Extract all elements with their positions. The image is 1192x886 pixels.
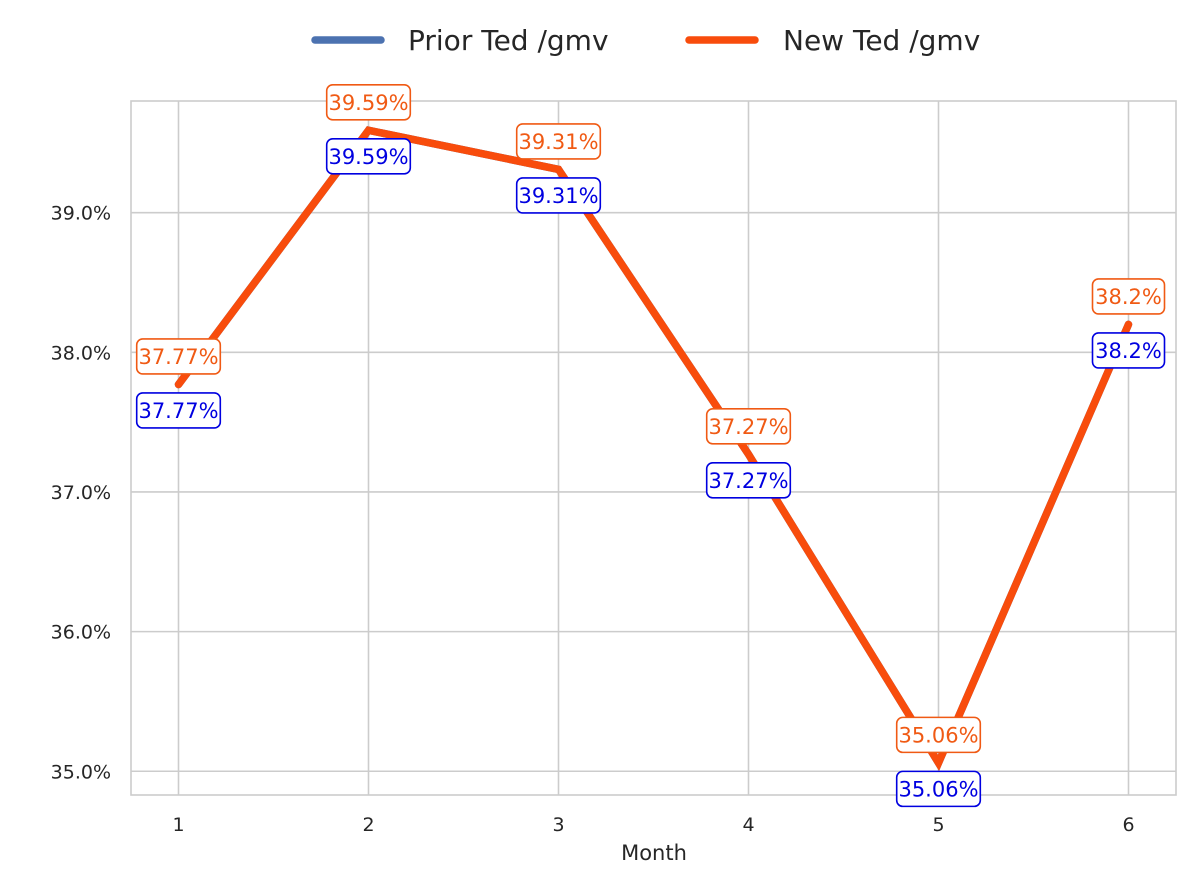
data-label-text: 37.77% <box>138 345 218 369</box>
data-label-box <box>515 177 602 214</box>
data-label-prior: 39.59% <box>325 138 412 175</box>
data-label-text: 39.31% <box>518 184 598 208</box>
data-label-text: 38.2% <box>1095 339 1162 363</box>
series-line-prior <box>174 126 1133 771</box>
y-tick-label: 38.0% <box>51 342 111 364</box>
data-label-box <box>895 770 982 808</box>
data-label-box <box>1091 278 1166 315</box>
data-label-box <box>325 84 412 121</box>
x-tick-label: 3 <box>552 814 564 836</box>
legend: Prior Ted /gmv New Ted /gmv <box>311 24 980 57</box>
data-label-box <box>1091 332 1166 369</box>
data-label-box <box>325 138 412 175</box>
data-label-box <box>515 123 602 160</box>
y-tick-label: 37.0% <box>51 482 111 504</box>
data-label-box <box>895 716 982 754</box>
data-label-text: 35.06% <box>898 723 978 747</box>
x-tick-label: 2 <box>362 814 374 836</box>
data-label-new: 38.2% <box>1091 278 1166 315</box>
data-label-box <box>705 407 792 445</box>
tick-layer: 1 2 3 4 5 6 35.0% 36.0% 37.0% 38.0% 39.0% <box>51 203 1135 836</box>
x-tick-label: 5 <box>932 814 944 836</box>
x-tick-label: 6 <box>1122 814 1134 836</box>
data-label-prior: 39.31% <box>515 177 602 214</box>
data-label-new: 39.59% <box>325 84 412 121</box>
x-tick-label: 4 <box>742 814 754 836</box>
data-label-box <box>135 338 222 375</box>
data-label-text: 37.27% <box>708 469 788 493</box>
data-label-prior: 37.77% <box>135 392 222 429</box>
legend-label: Prior Ted /gmv <box>408 24 609 57</box>
y-tick-label: 36.0% <box>51 622 111 644</box>
legend-entry: New Ted /gmv <box>685 24 980 57</box>
plot-frame <box>130 100 1177 796</box>
data-label-new: 37.77% <box>135 338 222 375</box>
data-label-box <box>705 461 792 499</box>
legend-label: New Ted /gmv <box>783 24 980 57</box>
legend-entry: Prior Ted /gmv <box>311 24 609 57</box>
data-label-new: 39.31% <box>515 123 602 160</box>
data-label-layer: 37.77% 37.77% 39.59% 39.59% 39.31% 39.31% 37.2… <box>135 84 1166 808</box>
data-label-text: 38.2% <box>1095 285 1162 309</box>
data-label-text: 39.31% <box>518 130 598 154</box>
data-label-text: 37.77% <box>138 399 218 423</box>
data-label-new: 37.27% <box>705 407 792 445</box>
data-label-text: 39.59% <box>328 145 408 169</box>
y-tick-label: 35.0% <box>51 761 111 783</box>
data-label-prior: 38.2% <box>1091 332 1166 369</box>
data-label-box <box>135 392 222 429</box>
data-label-text: 35.06% <box>898 777 978 801</box>
grid-layer <box>131 101 1176 795</box>
data-label-prior: 35.06% <box>895 770 982 808</box>
data-label-prior: 37.27% <box>705 461 792 499</box>
series-line-new <box>174 126 1133 771</box>
data-label-text: 39.59% <box>328 91 408 115</box>
data-label-text: 37.27% <box>708 415 788 439</box>
y-tick-label: 39.0% <box>51 203 111 225</box>
x-tick-label: 1 <box>172 814 184 836</box>
x-axis-title: Month <box>621 841 687 865</box>
data-label-new: 35.06% <box>895 716 982 754</box>
series-layer <box>174 126 1133 771</box>
